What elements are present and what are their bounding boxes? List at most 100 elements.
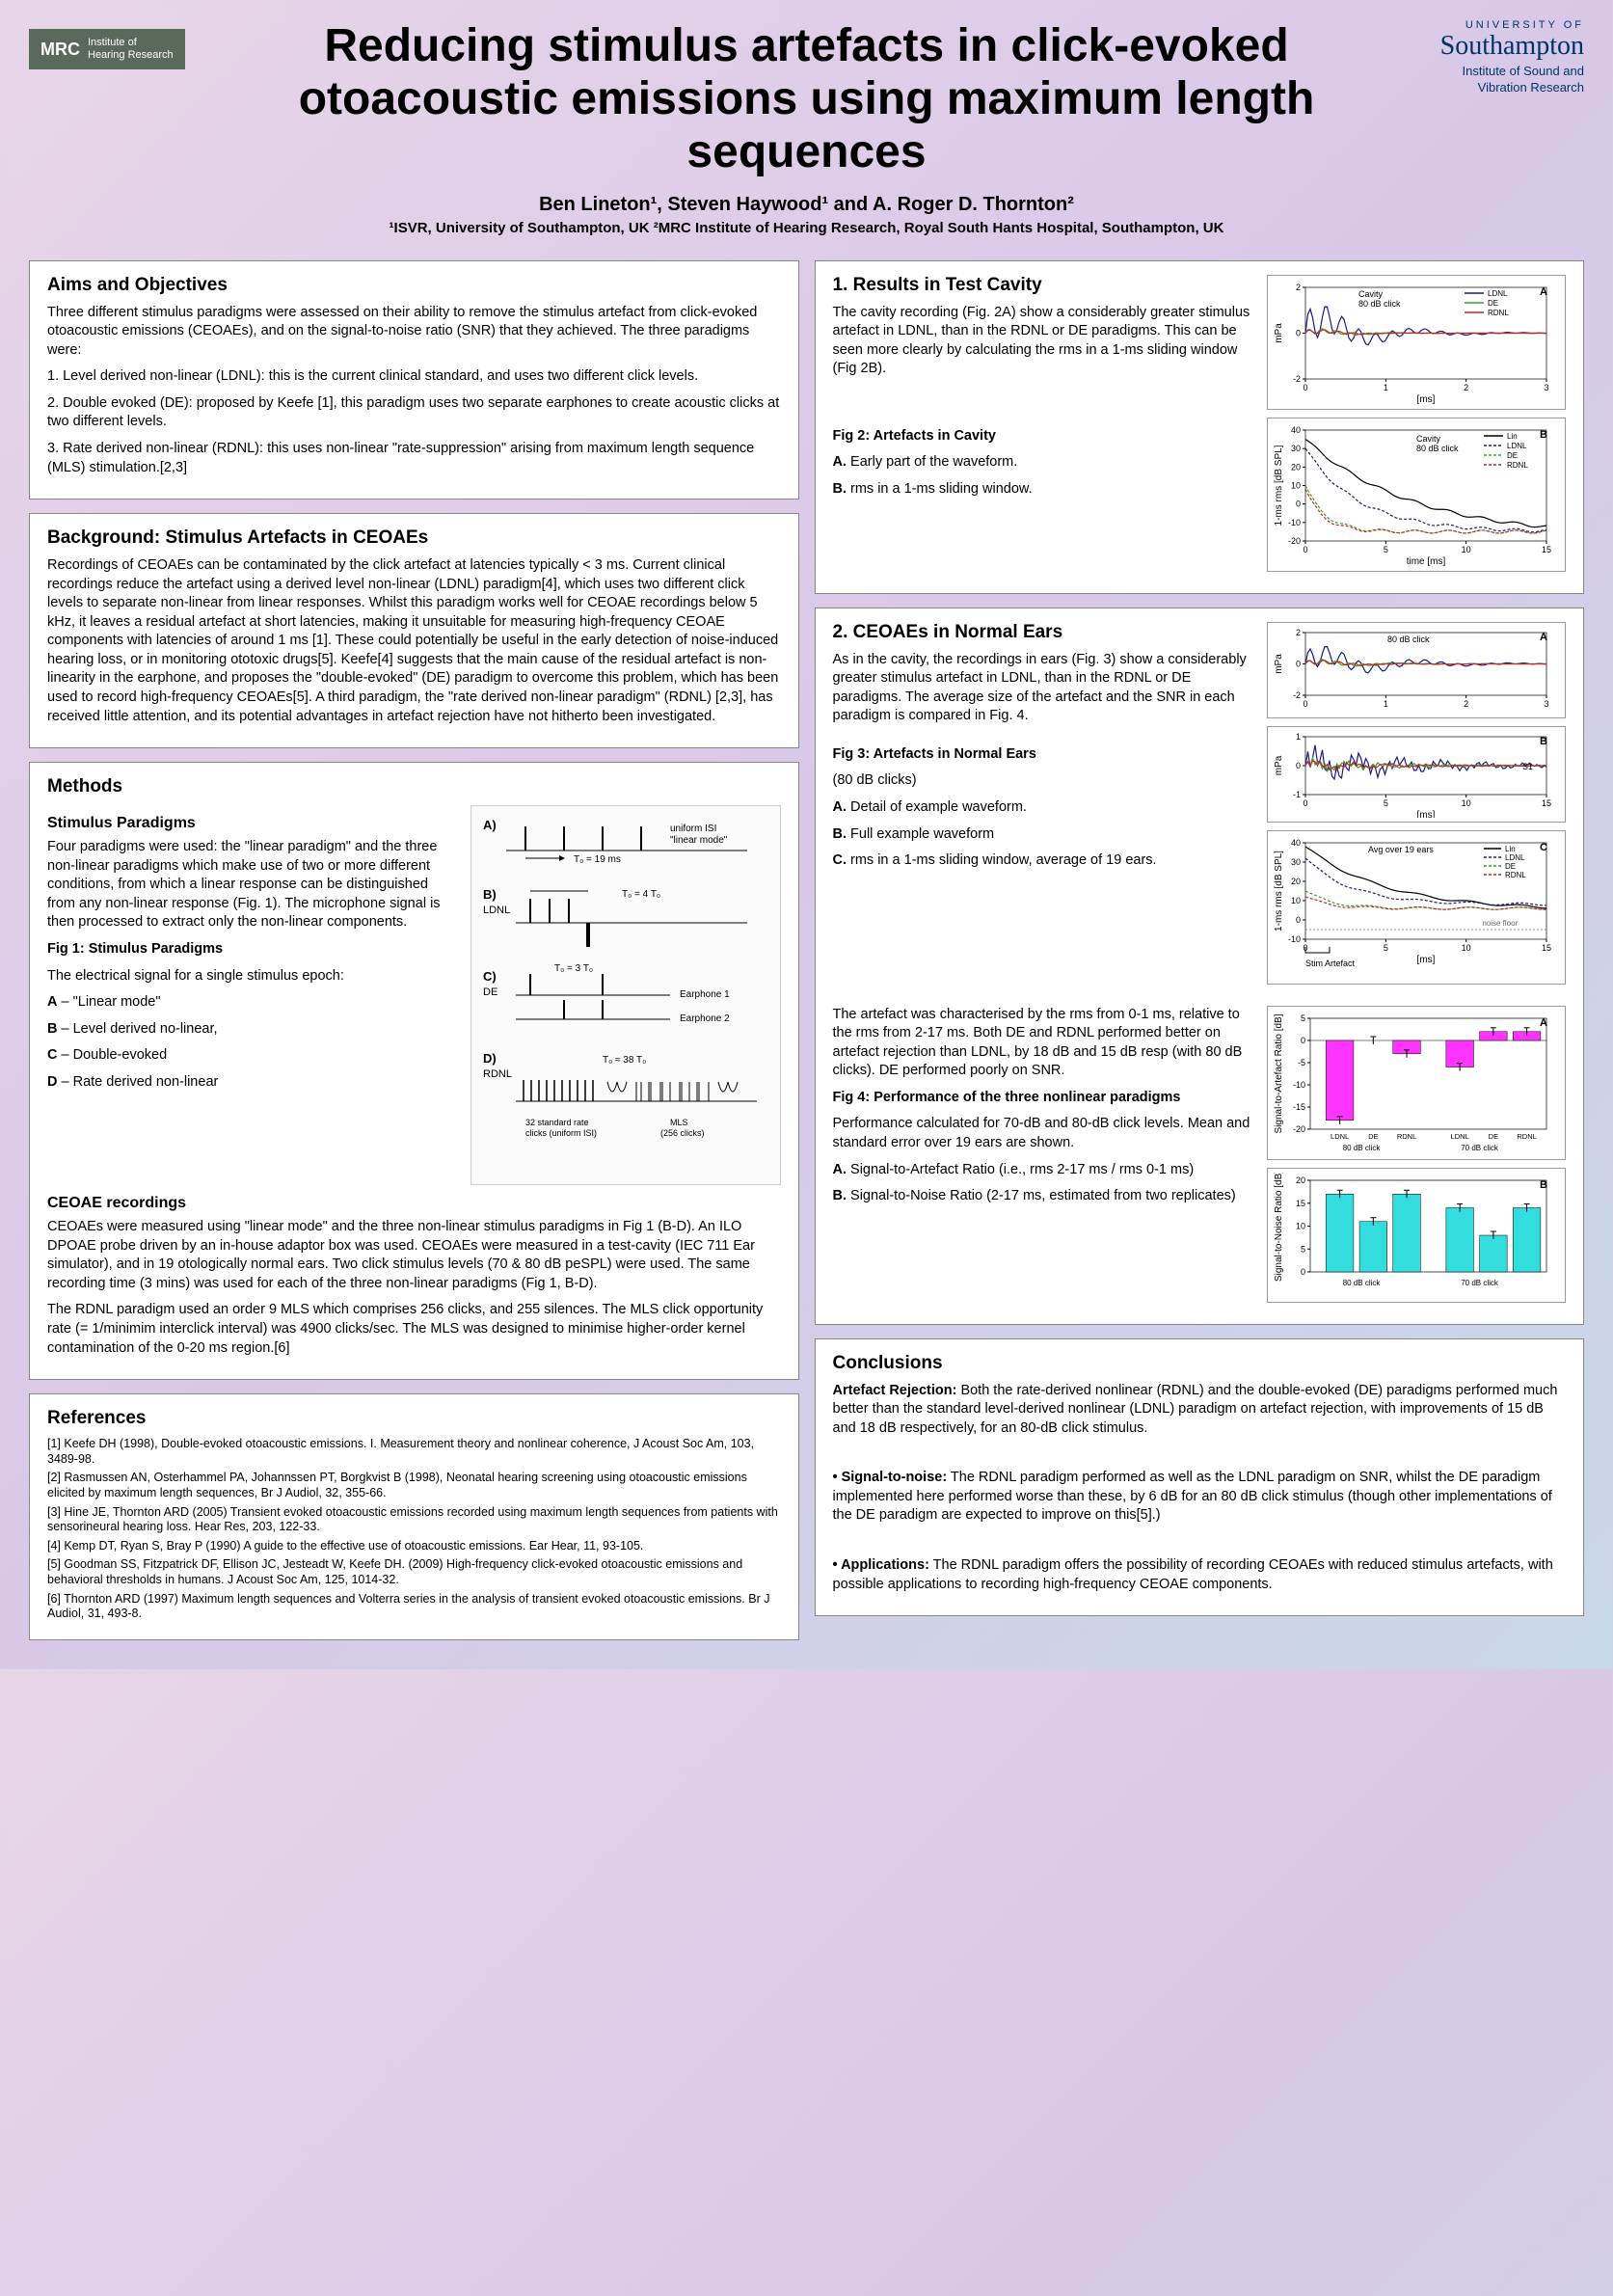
aims-intro: Three different stimulus paradigms were … bbox=[47, 304, 781, 361]
svg-text:Lin: Lin bbox=[1507, 432, 1518, 441]
svg-text:0: 0 bbox=[1301, 1036, 1305, 1045]
svg-text:15: 15 bbox=[1542, 798, 1551, 808]
svg-text:DE: DE bbox=[1488, 299, 1498, 308]
svg-text:LDNL: LDNL bbox=[1505, 853, 1525, 862]
fig1-label: Fig 1: Stimulus Paradigms bbox=[47, 941, 223, 957]
svg-text:5: 5 bbox=[1384, 798, 1388, 808]
fig1-c: C – Double-evoked bbox=[47, 1046, 453, 1066]
svg-text:DE: DE bbox=[1507, 451, 1518, 460]
svg-text:Earphone 1: Earphone 1 bbox=[680, 989, 730, 1000]
svg-text:mPa: mPa bbox=[1274, 755, 1284, 775]
soton-inst1: Institute of Sound and bbox=[1440, 64, 1584, 78]
fig4-b: B. Signal-to-Noise Ratio (2-17 ms, estim… bbox=[833, 1187, 1254, 1206]
svg-text:80 dB click: 80 dB click bbox=[1387, 635, 1430, 644]
svg-text:10: 10 bbox=[1291, 896, 1301, 905]
svg-text:"linear mode": "linear mode" bbox=[670, 835, 728, 846]
fig2-label: Fig 2: Artefacts in Cavity bbox=[833, 428, 996, 444]
results2-body2: The artefact was characterised by the rm… bbox=[833, 1006, 1254, 1081]
southampton-logo: UNIVERSITY OF Southampton Institute of S… bbox=[1440, 19, 1584, 95]
svg-text:0: 0 bbox=[1303, 545, 1307, 554]
svg-text:0: 0 bbox=[1296, 499, 1301, 508]
svg-text:[ms]: [ms] bbox=[1417, 394, 1436, 405]
mrc-logo: MRC Institute ofHearing Research bbox=[29, 29, 185, 69]
methods-heading: Methods bbox=[47, 776, 781, 797]
results2-heading: 2. CEOAEs in Normal Ears bbox=[833, 622, 1254, 643]
svg-text:3: 3 bbox=[1544, 383, 1548, 392]
methods-p1: Four paradigms were used: the "linear pa… bbox=[47, 838, 453, 932]
svg-text:LDNL: LDNL bbox=[1507, 442, 1527, 450]
methods-sub1: Stimulus Paradigms bbox=[47, 815, 453, 832]
svg-text:-15: -15 bbox=[1293, 1102, 1305, 1112]
svg-text:0: 0 bbox=[1303, 699, 1307, 709]
fig2a-chart: 0123-202[ms]mPaCavity80 dB clickLDNLDERD… bbox=[1267, 275, 1566, 410]
svg-text:1: 1 bbox=[1296, 732, 1301, 742]
references-panel: References [1] Keefe DH (1998), Double-e… bbox=[29, 1393, 799, 1640]
svg-text:1: 1 bbox=[1384, 383, 1388, 392]
svg-text:D): D) bbox=[483, 1051, 497, 1066]
svg-text:B: B bbox=[1540, 1179, 1547, 1191]
fig1-b: B – Level derived no-linear, bbox=[47, 1020, 453, 1040]
methods-p3: The RDNL paradigm used an order 9 MLS wh… bbox=[47, 1301, 781, 1358]
svg-text:B: B bbox=[1540, 429, 1547, 441]
fig3-c: C. rms in a 1-ms sliding window, average… bbox=[833, 851, 1254, 871]
svg-text:2: 2 bbox=[1296, 628, 1301, 637]
svg-text:-5: -5 bbox=[1298, 1058, 1305, 1067]
svg-text:noise floor: noise floor bbox=[1482, 919, 1518, 928]
svg-text:Lin: Lin bbox=[1505, 845, 1516, 853]
results1-heading: 1. Results in Test Cavity bbox=[833, 275, 1254, 296]
svg-text:20: 20 bbox=[1291, 462, 1301, 472]
results2-panel: 2. CEOAEs in Normal Ears As in the cavit… bbox=[815, 608, 1585, 1325]
svg-text:0: 0 bbox=[1303, 383, 1307, 392]
svg-text:RDNL: RDNL bbox=[1505, 871, 1526, 879]
fig2-b: B. rms in a 1-ms sliding window. bbox=[833, 480, 1254, 500]
conclusions-panel: Conclusions Artefact Rejection: Both the… bbox=[815, 1338, 1585, 1617]
svg-text:[ms]: [ms] bbox=[1417, 810, 1436, 818]
svg-text:(256 clicks): (256 clicks) bbox=[660, 1128, 705, 1138]
svg-text:LDNL: LDNL bbox=[1488, 289, 1508, 298]
methods-panel: Methods Stimulus Paradigms Four paradigm… bbox=[29, 762, 799, 1380]
svg-text:-2: -2 bbox=[1293, 690, 1301, 700]
svg-text:80 dB click: 80 dB click bbox=[1358, 299, 1401, 309]
ref-1: [1] Keefe DH (1998), Double-evoked otoac… bbox=[47, 1437, 781, 1467]
fig4-desc: Performance calculated for 70-dB and 80-… bbox=[833, 1115, 1254, 1152]
fig3-b: B. Full example waveform bbox=[833, 825, 1254, 845]
mrc-text: MRC bbox=[40, 40, 80, 60]
svg-text:mPa: mPa bbox=[1274, 653, 1284, 673]
methods-sub2: CEOAE recordings bbox=[47, 1195, 781, 1212]
aims-p2: 2. Double evoked (DE): proposed by Keefe… bbox=[47, 394, 781, 432]
svg-text:uniform ISI: uniform ISI bbox=[670, 824, 716, 834]
methods-p2: CEOAEs were measured using "linear mode"… bbox=[47, 1218, 781, 1293]
svg-text:DE: DE bbox=[1489, 1132, 1498, 1141]
svg-text:A: A bbox=[1540, 632, 1547, 643]
svg-text:-2: -2 bbox=[1293, 374, 1301, 384]
fig1-d: D – Rate derived non-linear bbox=[47, 1073, 453, 1093]
svg-text:20: 20 bbox=[1291, 877, 1301, 886]
affiliations: ¹ISVR, University of Southampton, UK ²MR… bbox=[29, 220, 1584, 236]
svg-text:40: 40 bbox=[1291, 425, 1301, 435]
svg-text:RDNL: RDNL bbox=[483, 1068, 512, 1080]
svg-text:10: 10 bbox=[1462, 798, 1471, 808]
svg-text:Signal-to-Artefact Ratio [dB]: Signal-to-Artefact Ratio [dB] bbox=[1274, 1013, 1284, 1133]
fig3-charts: 0123-202mPa80 dB clickA 051015-101[ms]mP… bbox=[1267, 622, 1566, 992]
svg-text:15: 15 bbox=[1542, 943, 1551, 953]
svg-text:-10: -10 bbox=[1288, 517, 1301, 527]
svg-text:time [ms]: time [ms] bbox=[1407, 556, 1446, 567]
svg-text:-10: -10 bbox=[1293, 1080, 1305, 1090]
svg-text:70 dB click: 70 dB click bbox=[1461, 1279, 1499, 1287]
svg-text:mPa: mPa bbox=[1274, 322, 1284, 342]
svg-text:LDNL: LDNL bbox=[483, 905, 510, 916]
svg-text:Signal-to-Noise Ratio [dB]: Signal-to-Noise Ratio [dB] bbox=[1274, 1173, 1284, 1282]
fig3b-chart: 051015-101[ms]mPaS1B bbox=[1267, 726, 1566, 823]
svg-text:2: 2 bbox=[1464, 699, 1468, 709]
ref-6: [6] Thornton ARD (1997) Maximum length s… bbox=[47, 1592, 781, 1622]
fig3a-chart: 0123-202mPa80 dB clickA bbox=[1267, 622, 1566, 718]
fig4-label: Fig 4: Performance of the three nonlinea… bbox=[833, 1090, 1181, 1105]
svg-text:15: 15 bbox=[1296, 1198, 1305, 1207]
ref-5: [5] Goodman SS, Fitzpatrick DF, Ellison … bbox=[47, 1557, 781, 1587]
aims-p3: 3. Rate derived non-linear (RDNL): this … bbox=[47, 440, 781, 477]
svg-text:10: 10 bbox=[1291, 480, 1301, 490]
svg-text:DE: DE bbox=[483, 986, 497, 998]
svg-text:[ms]: [ms] bbox=[1417, 955, 1436, 965]
svg-text:0: 0 bbox=[1301, 1267, 1305, 1277]
soton-uni: UNIVERSITY OF bbox=[1440, 19, 1584, 31]
